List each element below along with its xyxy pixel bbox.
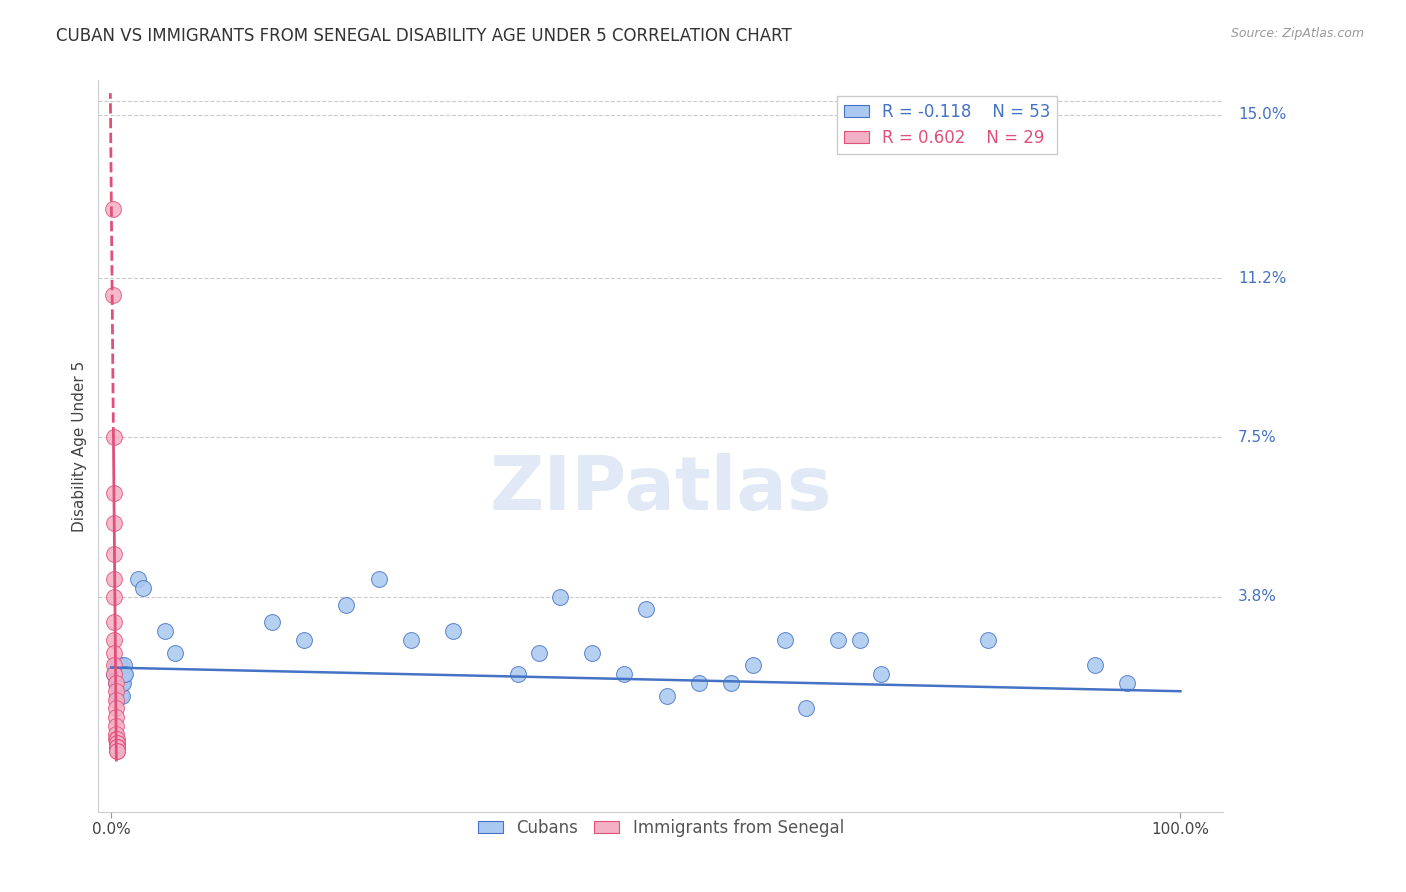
Point: [1116, 675, 1139, 690]
Point: [367, 573, 389, 587]
Point: [107, 658, 129, 673]
Point: [108, 689, 131, 703]
Point: [104, 658, 127, 673]
Point: [773, 632, 796, 647]
Point: [657, 689, 679, 703]
Text: CUBAN VS IMMIGRANTS FROM SENEGAL DISABILITY AGE UNDER 5 CORRELATION CHART: CUBAN VS IMMIGRANTS FROM SENEGAL DISABIL…: [56, 27, 792, 45]
Point: [104, 675, 127, 690]
Point: [103, 430, 125, 444]
Point: [105, 740, 128, 755]
Point: [114, 667, 136, 681]
Point: [127, 573, 149, 587]
Point: [104, 710, 127, 724]
Point: [108, 675, 131, 690]
Text: 7.5%: 7.5%: [1237, 430, 1277, 445]
Point: [165, 646, 187, 660]
Point: [103, 288, 125, 302]
Point: [103, 646, 125, 660]
Point: [105, 736, 128, 750]
Point: [105, 675, 128, 690]
Text: 11.2%: 11.2%: [1237, 270, 1286, 285]
Point: [108, 667, 131, 681]
Point: [104, 719, 127, 733]
Point: [104, 727, 127, 741]
Point: [105, 744, 128, 758]
Legend: Cubans, Immigrants from Senegal: Cubans, Immigrants from Senegal: [471, 813, 851, 844]
Point: [103, 667, 125, 681]
Point: [107, 667, 129, 681]
Point: [107, 667, 129, 681]
Point: [794, 701, 817, 715]
Point: [1084, 658, 1107, 673]
Point: [107, 675, 129, 690]
Point: [111, 667, 134, 681]
Point: [292, 632, 315, 647]
Point: [112, 658, 135, 673]
Point: [111, 667, 134, 681]
Point: [441, 624, 464, 638]
Point: [720, 675, 742, 690]
Point: [613, 667, 636, 681]
Point: [848, 632, 870, 647]
Point: [105, 667, 128, 681]
Text: 15.0%: 15.0%: [1237, 107, 1286, 122]
Point: [111, 675, 134, 690]
Point: [105, 740, 128, 755]
Point: [103, 516, 125, 531]
Point: [104, 675, 127, 690]
Point: [506, 667, 529, 681]
Point: [103, 202, 125, 217]
Point: [104, 701, 127, 715]
Point: [107, 675, 129, 690]
Point: [103, 547, 125, 561]
Point: [550, 590, 572, 604]
Point: [103, 667, 125, 681]
Point: [399, 632, 422, 647]
Point: [260, 615, 283, 630]
Point: [105, 740, 128, 755]
Point: [741, 658, 763, 673]
Point: [105, 744, 128, 758]
Point: [688, 675, 710, 690]
Point: [112, 667, 135, 681]
Point: [104, 693, 127, 707]
Point: [103, 615, 125, 630]
Point: [103, 486, 125, 500]
Point: [105, 689, 128, 703]
Point: [107, 658, 129, 673]
Point: [110, 667, 132, 681]
Point: [103, 573, 125, 587]
Point: [527, 646, 550, 660]
Y-axis label: Disability Age Under 5: Disability Age Under 5: [72, 360, 87, 532]
Text: ZIPatlas: ZIPatlas: [489, 453, 832, 526]
Point: [110, 658, 132, 673]
Point: [581, 646, 603, 660]
Point: [105, 736, 128, 750]
Point: [111, 689, 134, 703]
Point: [827, 632, 849, 647]
Point: [153, 624, 176, 638]
Point: [104, 731, 127, 746]
Point: [111, 675, 134, 690]
Text: 3.8%: 3.8%: [1237, 589, 1277, 604]
Point: [104, 684, 127, 698]
Text: Source: ZipAtlas.com: Source: ZipAtlas.com: [1230, 27, 1364, 40]
Point: [634, 602, 657, 616]
Point: [103, 658, 125, 673]
Point: [335, 598, 357, 612]
Point: [977, 632, 1000, 647]
Point: [103, 632, 125, 647]
Point: [870, 667, 893, 681]
Point: [103, 590, 125, 604]
Point: [132, 581, 155, 595]
Point: [105, 731, 128, 746]
